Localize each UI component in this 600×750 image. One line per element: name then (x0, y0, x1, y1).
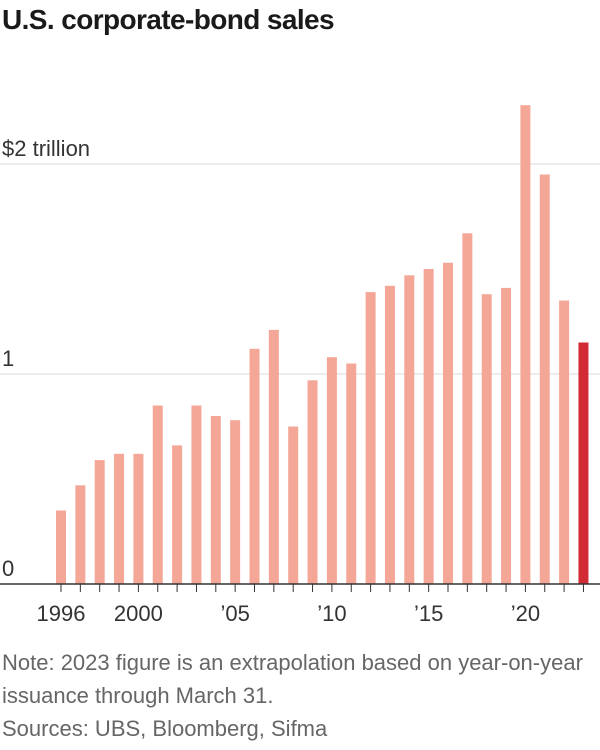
bar-2018 (481, 294, 492, 584)
bar-2006 (249, 348, 260, 584)
x-tick-label: ’10 (317, 601, 346, 626)
bar-2002 (172, 445, 183, 584)
bar-1996 (56, 510, 66, 584)
bar-2000 (133, 453, 144, 584)
bars (56, 105, 589, 585)
bar-2016 (443, 262, 453, 584)
x-tick-label: ’20 (511, 601, 540, 626)
chart-title: U.S. corporate-bond sales (2, 4, 335, 35)
sources-note: Sources: UBS, Bloomberg, Sifma (2, 716, 328, 741)
bar-2012 (365, 292, 376, 584)
x-tick-labels: 1996 2000 ’05 ’10 ’15 ’20 (37, 601, 541, 626)
bar-2003 (191, 405, 202, 584)
y-tick-label: 1 (2, 346, 14, 371)
bar-2017 (462, 233, 473, 585)
y-tick-label: 0 (2, 556, 14, 581)
bar-2023 (578, 342, 589, 584)
bar-2020 (520, 105, 531, 584)
bar-2009 (307, 380, 318, 584)
bar-2005 (230, 420, 241, 584)
bar-2014 (404, 275, 415, 584)
footnotes: Note: 2023 figure is an extrapolation ba… (2, 646, 598, 745)
x-tick-label: 2000 (114, 601, 163, 626)
bar-2015 (423, 269, 434, 584)
y-tick-label: $2 trillion (2, 136, 90, 161)
bar-2007 (268, 329, 279, 584)
bar-2019 (501, 287, 512, 584)
bar-1997 (75, 485, 86, 584)
bar-2011 (346, 363, 357, 584)
x-tick-label: ’05 (220, 601, 249, 626)
x-tick-label: ’15 (414, 601, 443, 626)
bar-2021 (539, 174, 550, 584)
bar-1999 (114, 453, 125, 584)
bar-2010 (326, 357, 337, 584)
extrapolation-note: Note: 2023 figure is an extrapolation ba… (2, 650, 583, 708)
bar-2001 (152, 405, 163, 584)
bar-2008 (288, 426, 299, 584)
bar-2022 (559, 300, 570, 584)
bar-chart: 0 1 $2 trillion 1996 2000 ’05 ’10 ’15 ’20 (0, 105, 600, 626)
x-tick-label: 1996 (37, 601, 86, 626)
grid-lines (0, 163, 600, 375)
bar-2013 (384, 285, 395, 584)
bar-1998 (94, 460, 105, 584)
bar-2004 (210, 416, 221, 584)
x-axis (0, 583, 600, 592)
y-tick-labels: 0 1 $2 trillion (2, 136, 90, 581)
